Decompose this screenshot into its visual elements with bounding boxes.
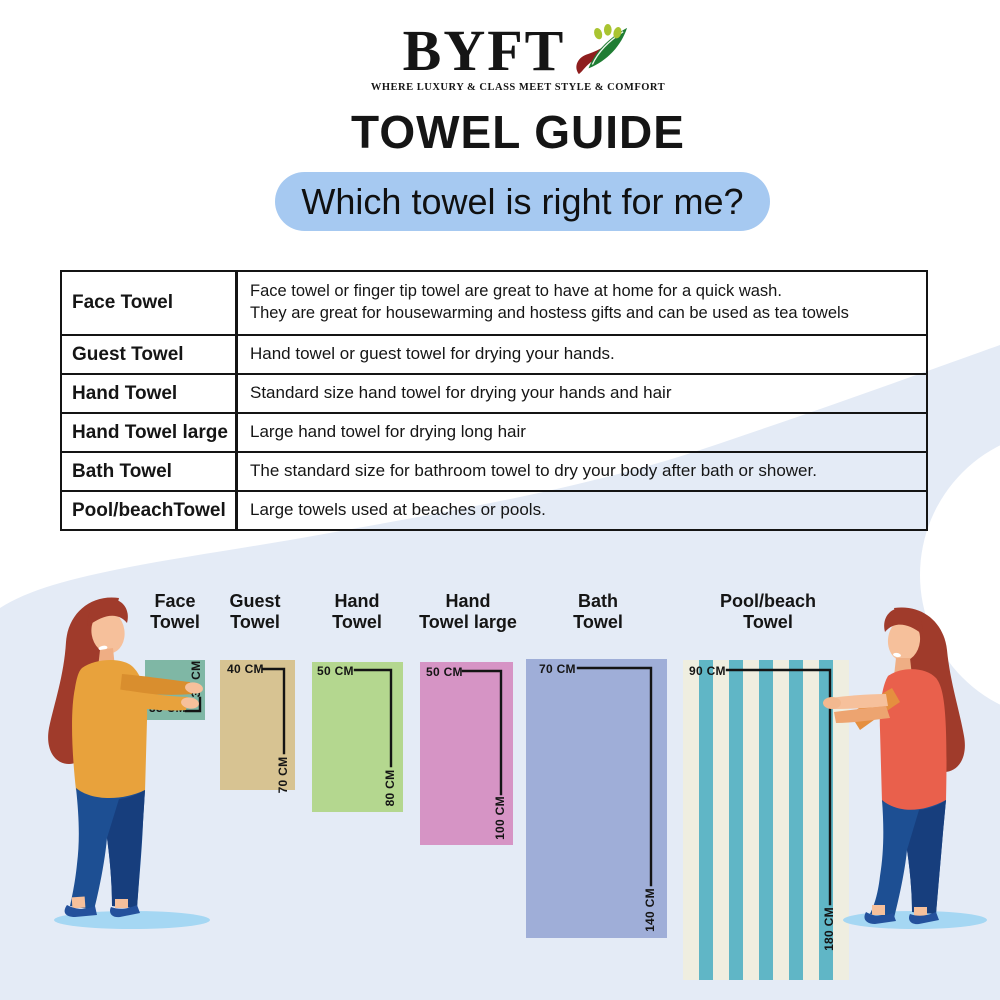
towel-description-cell: Large towels used at beaches or pools. [250, 500, 546, 520]
towel-type-cell: Hand Towel large [62, 414, 238, 451]
size-label-guest-towel: Guest Towel [229, 591, 281, 633]
right-person-illustration [823, 607, 987, 929]
bath-height-label: 140 CM [643, 888, 657, 932]
brand-row: BYFT [18, 22, 1000, 80]
table-row: Face Towel Face towel or finger tip towe… [62, 272, 926, 334]
size-label-hand-towel-large: Hand Towel large [419, 591, 517, 633]
hand-large-height-label: 100 CM [493, 796, 507, 840]
size-label-face-towel: Face Towel [150, 591, 200, 633]
towel-type-cell: Face Towel [62, 272, 238, 334]
table-row: Hand Towel large Large hand towel for dr… [62, 412, 926, 451]
table-row: Bath Towel The standard size for bathroo… [62, 451, 926, 490]
bath-width-label: 70 CM [539, 662, 576, 676]
size-label-bath-towel: Bath Towel [573, 591, 623, 633]
towel-type-cell: Pool/beachTowel [62, 492, 238, 529]
towel-guide-table: Face Towel Face towel or finger tip towe… [60, 270, 928, 531]
towel-type-cell: Guest Towel [62, 336, 238, 373]
hand-width-label: 50 CM [317, 664, 354, 678]
question-banner: Which towel is right for me? [275, 172, 770, 231]
pool-width-label: 90 CM [689, 664, 726, 678]
towel-type-cell: Bath Towel [62, 453, 238, 490]
towel-description-cell: Face towel or finger tip towel are great… [250, 282, 849, 322]
table-row: Hand Towel Standard size hand towel for … [62, 373, 926, 412]
towel-description-cell: The standard size for bathroom towel to … [250, 461, 817, 481]
guest-width-label: 40 CM [227, 662, 264, 676]
towel-type-cell: Hand Towel [62, 375, 238, 412]
hand-large-width-label: 50 CM [426, 665, 463, 679]
page-title: TOWEL GUIDE [351, 106, 685, 158]
size-label-hand-towel: Hand Towel [332, 591, 382, 633]
hand-height-label: 80 CM [383, 769, 397, 807]
brand-tagline: WHERE LUXURY & CLASS MEET STYLE & COMFOR… [370, 82, 666, 93]
size-label-pool-beach-towel: Pool/beach Towel [719, 591, 817, 633]
brand-name: BYFT [402, 18, 566, 83]
table-row: Guest Towel Hand towel or guest towel fo… [62, 334, 926, 373]
left-person-illustration [48, 597, 210, 929]
guest-height-label: 70 CM [276, 756, 290, 794]
header: BYFT WHERE LUXURY & CLASS MEET STYLE & C… [0, 22, 1000, 159]
towel-description-cell: Large hand towel for drying long hair [250, 422, 526, 442]
table-row: Pool/beachTowel Large towels used at bea… [62, 490, 926, 529]
leaf-swoosh-icon [576, 24, 628, 75]
towel-description-cell: Standard size hand towel for drying your… [250, 383, 672, 403]
towel-description-cell: Hand towel or guest towel for drying you… [250, 344, 615, 364]
